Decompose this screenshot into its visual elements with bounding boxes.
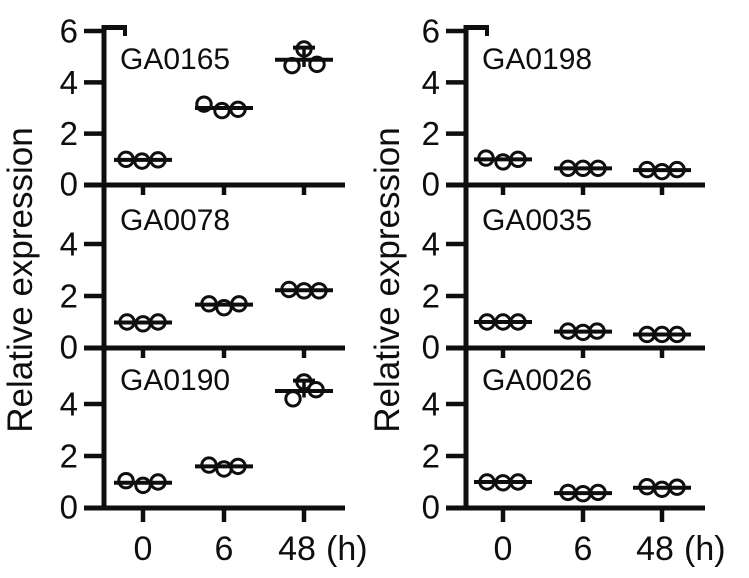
y-tick-label: 0 [60,489,78,526]
y-tick-label: 0 [422,166,440,203]
x-tick-label: 48 [636,530,674,568]
y-tick-label: 4 [60,386,78,423]
x-unit-label: (h) [326,530,368,568]
x-tick-label: 6 [215,530,234,568]
y-tick-label: 2 [422,278,440,315]
y-tick-label: 4 [422,64,440,101]
x-tick-label: 48 [278,530,316,568]
y-tick-label: 2 [422,438,440,475]
y-tick-label: 4 [422,226,440,263]
x-tick-label: 0 [494,530,513,568]
data-point [117,472,135,490]
y-tick-label: 6 [60,13,78,50]
y-tick-label: 2 [60,438,78,475]
y-tick-label: 0 [422,489,440,526]
data-point [284,390,302,408]
y-tick-label: 0 [60,329,78,366]
data-point [134,476,152,495]
panel-title: GA0165 [120,43,230,76]
data-point [213,101,231,120]
data-point [215,460,233,478]
y-tick-label: 2 [60,115,78,152]
y-tick-label: 4 [422,386,440,423]
y-tick-label: 4 [60,64,78,101]
y-tick-label: 0 [60,166,78,203]
y-tick-label: 4 [60,226,78,263]
y-tick-label: 2 [422,115,440,152]
panel-title: GA0026 [482,364,592,397]
x-tick-label: 0 [134,530,153,568]
panel-title: GA0190 [120,364,230,397]
y-tick-label: 6 [422,13,440,50]
x-tick-label: 6 [574,530,593,568]
panel-title: GA0198 [482,43,592,76]
x-unit-label: (h) [684,530,726,568]
panel-title: GA0035 [482,204,592,237]
panel-title: GA0078 [120,204,230,237]
y-tick-label: 0 [422,329,440,366]
data-point [494,153,512,171]
y-tick-label: 2 [60,278,78,315]
